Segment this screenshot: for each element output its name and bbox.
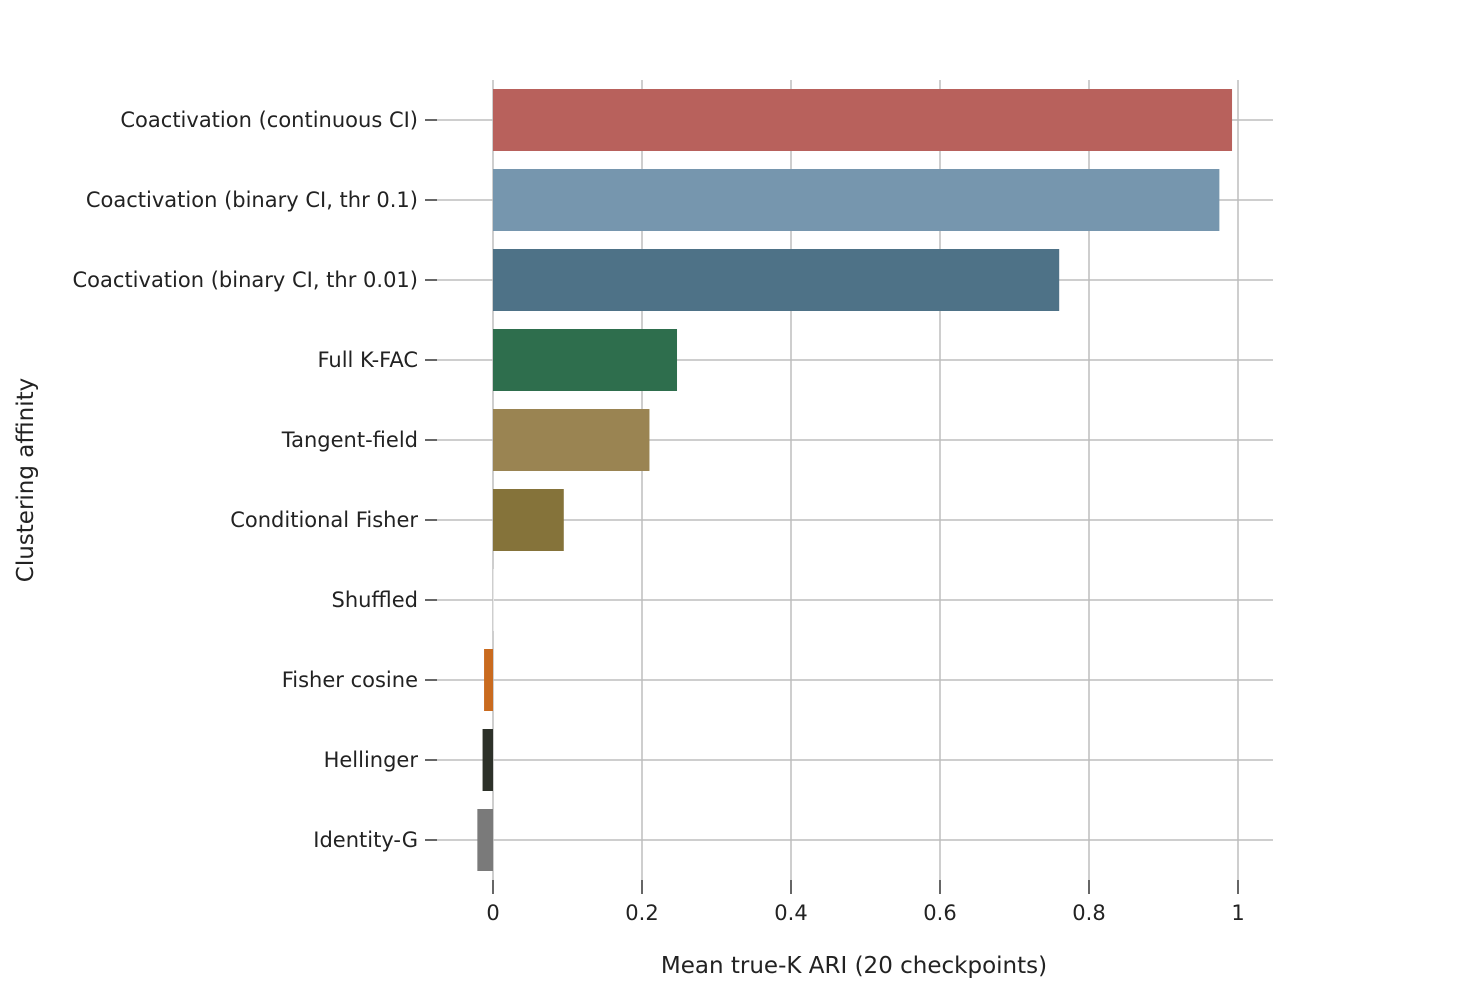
bar [493, 89, 1233, 151]
x-axis: 0 0.2 0.4 0.6 0.8 1 [486, 880, 1245, 925]
x-tick-label: 0.6 [923, 901, 956, 925]
y-tick-label: Conditional Fisher [230, 508, 418, 532]
bar [493, 329, 678, 391]
bar [493, 489, 564, 551]
y-tick-label: Full K-FAC [317, 348, 418, 372]
x-tick-label: 0.2 [625, 901, 658, 925]
y-tick-label: Coactivation (binary CI, thr 0.01) [73, 268, 418, 292]
y-tick-label: Tangent-field [281, 428, 418, 452]
y-axis-title: Clustering affinity [13, 378, 39, 582]
y-axis: Coactivation (continuous CI) Coactivation… [73, 108, 437, 852]
x-axis-title: Mean true-K ARI (20 checkpoints) [661, 953, 1047, 979]
y-tick-label: Hellinger [324, 748, 419, 772]
x-tick-label: 1 [1231, 901, 1244, 925]
y-tick-label: Fisher cosine [282, 668, 418, 692]
y-tick-label: Shuffled [331, 588, 418, 612]
y-tick-label: Identity-G [313, 828, 418, 852]
bar [493, 569, 494, 631]
x-tick-label: 0.4 [774, 901, 807, 925]
x-tick-label: 0.8 [1072, 901, 1105, 925]
x-tick-label: 0 [486, 901, 499, 925]
bar [493, 409, 650, 471]
bar [493, 249, 1060, 311]
bar [484, 649, 493, 711]
bars [477, 89, 1233, 871]
bar [477, 809, 493, 871]
y-tick-label: Coactivation (binary CI, thr 0.1) [86, 188, 418, 212]
y-tick-label: Coactivation (continuous CI) [120, 108, 418, 132]
bar [493, 169, 1220, 231]
bar [482, 729, 493, 791]
